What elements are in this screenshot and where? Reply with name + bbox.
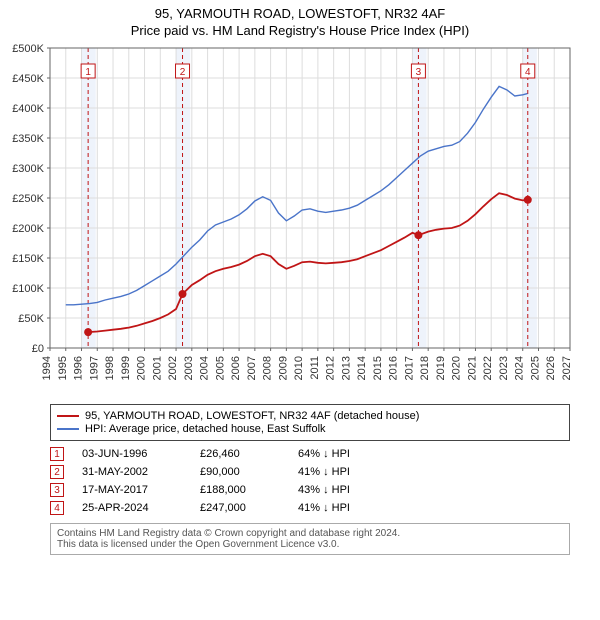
x-tick-label: 2001 [151,356,163,380]
transaction-price: £26,460 [200,448,280,460]
chart: £0 £50K £100K £150K £200K £250K £300K £350K £400… [0,38,600,398]
event-marker-num: 4 [525,67,531,78]
legend-row: HPI: Average price, detached house, East… [57,423,563,435]
x-tick-label: 2013 [340,356,352,380]
transaction-price: £90,000 [200,466,280,478]
transaction-price: £247,000 [200,502,280,514]
series-dot [84,328,92,336]
x-tick-label: 2018 [419,356,431,380]
x-tick-label: 2022 [482,356,494,380]
x-tick-label: 1996 [73,356,85,380]
transaction-marker: 4 [50,501,64,515]
legend-label: HPI: Average price, detached house, East… [85,423,326,435]
footer: Contains HM Land Registry data © Crown c… [50,523,570,555]
legend-swatch [57,415,79,417]
transaction-row: 3 17-MAY-2017 £188,000 43% ↓ HPI [50,481,570,499]
y-tick-label: £150K [12,253,44,265]
x-tick-label: 2020 [451,356,463,380]
transaction-date: 25-APR-2024 [82,502,182,514]
transaction-marker: 2 [50,465,64,479]
x-tick-label: 2003 [183,356,195,380]
x-tick-label: 2025 [529,356,541,380]
x-tick-label: 2008 [262,356,274,380]
series-dot [179,290,187,298]
legend-row: 95, YARMOUTH ROAD, LOWESTOFT, NR32 4AF (… [57,410,563,422]
x-tick-label: 2007 [246,356,258,380]
transaction-delta: 64% ↓ HPI [298,448,350,460]
y-tick-label: £400K [12,103,44,115]
x-tick-label: 1997 [88,356,100,380]
footer-line1: Contains HM Land Registry data © Crown c… [57,528,563,539]
x-tick-label: 2009 [277,356,289,380]
series-dot [414,231,422,239]
title-sub: Price paid vs. HM Land Registry's House … [0,23,600,38]
y-tick-label: £350K [12,133,44,145]
transaction-delta: 41% ↓ HPI [298,466,350,478]
x-tick-label: 2019 [435,356,447,380]
y-tick-label: £200K [12,223,44,235]
transaction-delta: 43% ↓ HPI [298,484,350,496]
transaction-marker: 3 [50,483,64,497]
y-tick-label: £0 [32,343,44,355]
transaction-row: 2 31-MAY-2002 £90,000 41% ↓ HPI [50,463,570,481]
y-tick-label: £50K [18,313,44,325]
transaction-date: 17-MAY-2017 [82,484,182,496]
x-tick-label: 2024 [514,356,526,380]
x-tick-label: 2021 [466,356,478,380]
event-marker-num: 3 [416,67,422,78]
x-tick-label: 2011 [309,356,321,380]
y-tick-label: £500K [12,43,44,55]
x-tick-label: 2002 [167,356,179,380]
x-tick-label: 1998 [104,356,116,380]
transaction-table: 1 03-JUN-1996 £26,460 64% ↓ HPI 2 31-MAY-2002… [50,445,570,517]
transaction-marker: 1 [50,447,64,461]
y-tick-label: £300K [12,163,44,175]
y-tick-label: £250K [12,193,44,205]
x-tick-label: 2014 [356,356,368,380]
transaction-delta: 41% ↓ HPI [298,502,350,514]
title-main: 95, YARMOUTH ROAD, LOWESTOFT, NR32 4AF [0,6,600,21]
event-marker-num: 1 [85,67,91,78]
transaction-row: 1 03-JUN-1996 £26,460 64% ↓ HPI [50,445,570,463]
transaction-row: 4 25-APR-2024 £247,000 41% ↓ HPI [50,499,570,517]
footer-line2: This data is licensed under the Open Gov… [57,539,563,550]
series-dot [524,196,532,204]
event-marker-num: 2 [180,67,186,78]
x-tick-label: 2010 [293,356,305,380]
y-tick-label: £450K [12,73,44,85]
x-tick-label: 1999 [120,356,132,380]
x-tick-label: 2016 [388,356,400,380]
x-tick-label: 2012 [325,356,337,380]
x-tick-label: 1995 [57,356,69,380]
x-tick-label: 2017 [403,356,415,380]
x-tick-label: 1994 [41,356,53,380]
x-tick-label: 2004 [199,356,211,380]
legend: 95, YARMOUTH ROAD, LOWESTOFT, NR32 4AF (… [50,404,570,441]
legend-swatch [57,428,79,430]
y-tick-label: £100K [12,283,44,295]
titles: 95, YARMOUTH ROAD, LOWESTOFT, NR32 4AF P… [0,0,600,38]
transaction-date: 03-JUN-1996 [82,448,182,460]
x-tick-label: 2023 [498,356,510,380]
transaction-price: £188,000 [200,484,280,496]
chart-svg: £0 £50K £100K £150K £200K £250K £300K £350K £400… [0,38,600,398]
legend-label: 95, YARMOUTH ROAD, LOWESTOFT, NR32 4AF (… [85,410,419,422]
chart-container: 95, YARMOUTH ROAD, LOWESTOFT, NR32 4AF P… [0,0,600,555]
x-tick-label: 2015 [372,356,384,380]
x-tick-label: 2000 [136,356,148,380]
x-tick-label: 2006 [230,356,242,380]
x-tick-label: 2027 [561,356,573,380]
transaction-date: 31-MAY-2002 [82,466,182,478]
x-tick-label: 2026 [545,356,557,380]
x-tick-label: 2005 [214,356,226,380]
